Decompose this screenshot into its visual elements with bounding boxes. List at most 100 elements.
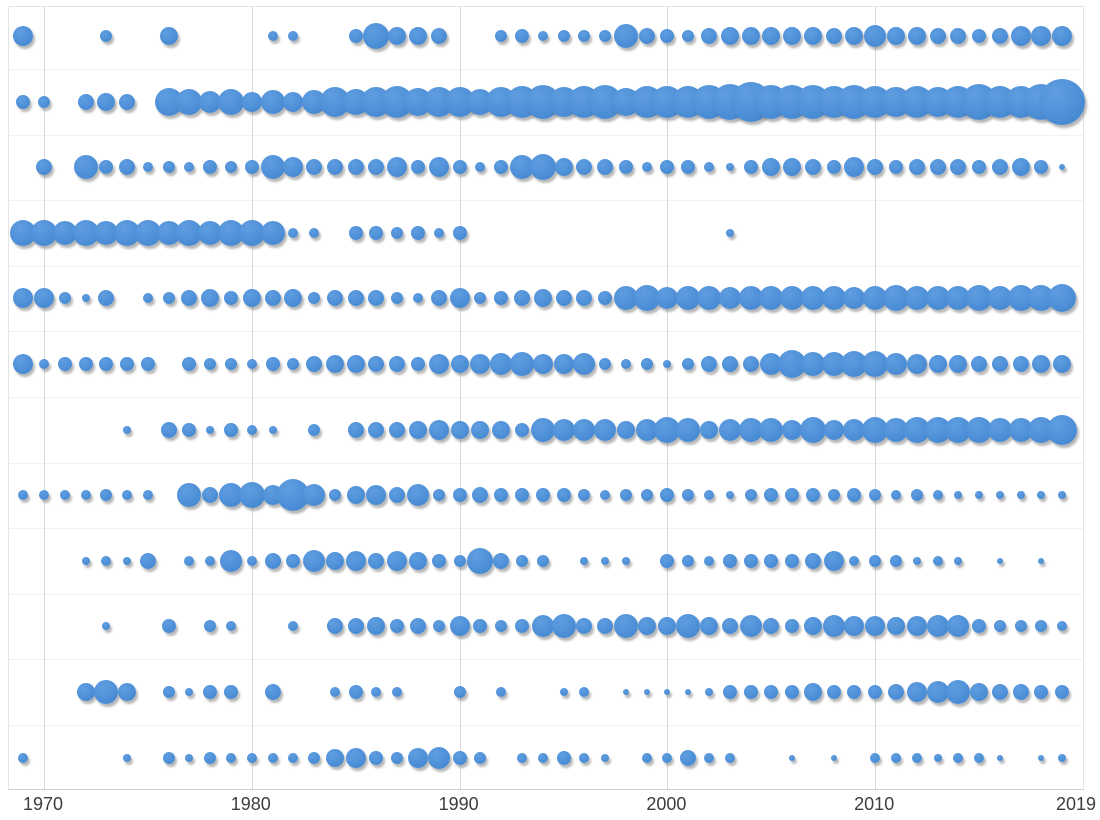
- bubble: [306, 159, 323, 176]
- x-axis-tick-label: 2010: [854, 794, 895, 814]
- bubble: [551, 614, 576, 639]
- row-gridline: [9, 659, 1083, 661]
- bubble: [494, 160, 509, 175]
- bubble: [890, 752, 901, 763]
- bubble: [789, 754, 796, 761]
- bubble: [1059, 164, 1066, 171]
- bubble: [1010, 26, 1031, 46]
- bubble: [633, 285, 660, 312]
- bubble: [204, 751, 217, 764]
- bubble: [226, 752, 237, 763]
- bubble: [557, 30, 570, 42]
- bubble: [345, 550, 366, 571]
- bubble: [785, 619, 800, 634]
- bubble: [1048, 284, 1077, 313]
- bubble: [411, 357, 426, 371]
- bubble: [704, 688, 713, 696]
- bubble: [31, 219, 57, 246]
- bubble: [868, 685, 883, 699]
- bubble: [389, 356, 406, 372]
- bubble: [890, 490, 901, 501]
- bubble: [140, 357, 155, 371]
- bubble: [36, 159, 52, 176]
- bubble: [597, 159, 614, 176]
- row-gridline: [9, 200, 1083, 202]
- bubble: [926, 615, 949, 638]
- bubble: [139, 552, 156, 569]
- bubble: [309, 227, 320, 238]
- bubble: [886, 27, 905, 45]
- bubble: [912, 556, 921, 565]
- bubble: [368, 356, 385, 372]
- bubble: [369, 225, 384, 240]
- bubble: [78, 357, 93, 371]
- x-axis-tick-label: 1990: [438, 794, 479, 814]
- bubble: [680, 749, 697, 766]
- bubble: [1012, 356, 1029, 372]
- bubble: [265, 357, 280, 371]
- bubble: [123, 753, 132, 762]
- bubble: [721, 618, 738, 635]
- bubble: [308, 751, 321, 764]
- bubble: [474, 751, 487, 764]
- bubble: [739, 615, 762, 638]
- bubble: [453, 686, 466, 698]
- bubble: [326, 618, 343, 635]
- bubble: [391, 751, 404, 764]
- bubble: [658, 617, 677, 636]
- bubble: [1055, 685, 1070, 699]
- bubble: [1014, 620, 1027, 633]
- bubble: [760, 353, 783, 375]
- bubble: [142, 293, 153, 304]
- bubble: [972, 619, 987, 634]
- bubble: [785, 553, 800, 568]
- bubble: [267, 752, 278, 763]
- bubble: [946, 680, 971, 704]
- bubble: [494, 291, 509, 306]
- bubble: [246, 359, 257, 369]
- bubble: [908, 159, 925, 176]
- bubble: [844, 616, 865, 637]
- bubble: [598, 291, 613, 306]
- bubble: [388, 27, 407, 45]
- bubble: [826, 160, 841, 175]
- bubble: [910, 489, 923, 502]
- bubble: [203, 160, 218, 175]
- bubble: [348, 685, 363, 699]
- bubble: [123, 556, 132, 565]
- bubble: [685, 689, 692, 695]
- bubble: [843, 287, 866, 310]
- bubble: [475, 162, 486, 173]
- bubble: [619, 489, 632, 502]
- bubble: [864, 25, 887, 47]
- bubble: [993, 620, 1006, 633]
- bubble: [308, 423, 321, 436]
- bubble: [204, 358, 217, 370]
- bubble: [392, 687, 403, 697]
- bubble: [288, 31, 299, 41]
- bubble: [843, 418, 866, 441]
- bubble: [449, 288, 470, 309]
- bubble: [1034, 160, 1049, 175]
- bubble: [533, 289, 552, 308]
- bubble: [283, 91, 304, 112]
- bubble: [579, 752, 590, 763]
- bubble: [722, 685, 737, 699]
- bubble: [474, 292, 487, 305]
- bubble: [616, 420, 635, 439]
- bubble: [613, 24, 638, 48]
- bubble: [514, 422, 529, 437]
- decade-gridline: [251, 7, 253, 789]
- bubble: [18, 752, 29, 763]
- bubble: [660, 553, 675, 568]
- bubble: [580, 556, 589, 565]
- bubble: [260, 155, 285, 180]
- bubble: [785, 488, 800, 503]
- bubble: [825, 28, 842, 44]
- bubble: [782, 419, 803, 440]
- bubble: [826, 685, 841, 699]
- bubble: [241, 91, 262, 112]
- bubble: [800, 286, 825, 311]
- bubble: [827, 489, 840, 502]
- bubble: [328, 489, 341, 502]
